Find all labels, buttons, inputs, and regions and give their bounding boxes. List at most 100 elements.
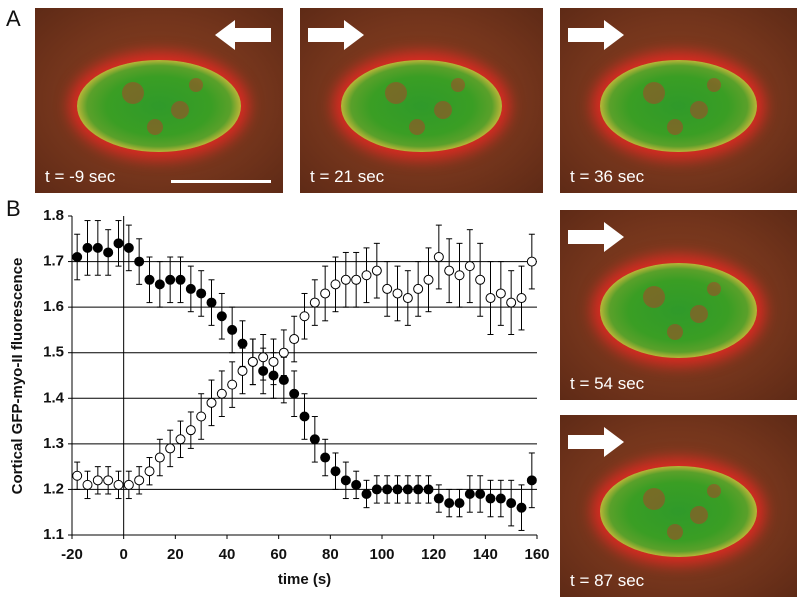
cell-texture bbox=[690, 100, 709, 119]
data-point bbox=[289, 388, 300, 399]
y-tick-label: 1.5 bbox=[43, 344, 64, 361]
data-point bbox=[371, 484, 382, 495]
data-point bbox=[237, 338, 248, 349]
time-caption: t = 54 sec bbox=[570, 374, 645, 393]
cell-texture bbox=[666, 324, 683, 340]
cell-texture bbox=[188, 78, 203, 93]
data-point bbox=[268, 370, 279, 381]
data-point bbox=[526, 475, 537, 486]
data-point bbox=[72, 470, 83, 481]
micrograph: t = 54 sec bbox=[560, 210, 797, 400]
data-point bbox=[423, 484, 434, 495]
cell-texture bbox=[706, 282, 721, 297]
x-tick-label: 140 bbox=[473, 546, 498, 563]
x-tick-label: 100 bbox=[369, 546, 394, 563]
data-point bbox=[175, 274, 186, 285]
data-point bbox=[361, 488, 372, 499]
y-tick-label: 1.8 bbox=[43, 207, 64, 224]
cell bbox=[600, 263, 757, 359]
data-point bbox=[506, 297, 517, 308]
y-tick-label: 1.1 bbox=[43, 526, 64, 543]
x-tick-label: 40 bbox=[219, 546, 236, 563]
data-point bbox=[475, 488, 486, 499]
data-point bbox=[134, 475, 145, 486]
data-point bbox=[123, 242, 134, 253]
cell-texture bbox=[121, 82, 144, 104]
data-point bbox=[144, 466, 155, 477]
data-point bbox=[309, 297, 320, 308]
data-point bbox=[340, 274, 351, 285]
data-point bbox=[278, 375, 289, 386]
chart: time (s) Cortical GFP-myo-II fluorescenc… bbox=[9, 207, 550, 588]
cell-texture bbox=[450, 78, 465, 93]
data-point bbox=[526, 256, 537, 267]
data-point bbox=[361, 270, 372, 281]
data-point bbox=[82, 242, 93, 253]
cell-texture bbox=[690, 506, 709, 524]
data-point bbox=[185, 425, 196, 436]
data-point bbox=[258, 352, 269, 363]
data-point bbox=[320, 288, 331, 299]
data-point bbox=[392, 288, 403, 299]
data-point bbox=[216, 311, 227, 322]
cell bbox=[600, 465, 757, 557]
cell-texture bbox=[706, 484, 721, 499]
data-point bbox=[72, 252, 83, 263]
data-point bbox=[175, 434, 186, 445]
data-point bbox=[495, 288, 506, 299]
panel-label: B bbox=[6, 196, 21, 221]
micrograph: t = -9 sec bbox=[35, 8, 283, 193]
data-point bbox=[330, 466, 341, 477]
data-point bbox=[258, 365, 269, 376]
time-caption: t = -9 sec bbox=[45, 167, 116, 186]
data-point bbox=[289, 334, 300, 345]
data-point bbox=[113, 238, 124, 249]
cell bbox=[600, 59, 757, 153]
x-tick-label: 20 bbox=[167, 546, 184, 563]
data-point bbox=[475, 274, 486, 285]
cell-texture bbox=[171, 100, 190, 119]
data-point bbox=[433, 252, 444, 263]
direction-arrow bbox=[568, 427, 624, 457]
time-caption: t = 87 sec bbox=[570, 571, 645, 590]
scale-bar bbox=[171, 180, 271, 183]
x-tick-label: 160 bbox=[524, 546, 549, 563]
time-caption: t = 21 sec bbox=[310, 167, 385, 186]
cell-texture bbox=[146, 119, 163, 135]
data-point bbox=[154, 279, 165, 290]
data-point bbox=[485, 293, 496, 304]
data-point bbox=[247, 356, 258, 367]
cell-texture bbox=[706, 78, 721, 93]
data-point bbox=[516, 293, 527, 304]
direction-arrow bbox=[215, 20, 271, 50]
data-point bbox=[237, 365, 248, 376]
cell-texture bbox=[690, 305, 709, 323]
data-point bbox=[227, 379, 238, 390]
cell-texture bbox=[642, 286, 665, 308]
data-point bbox=[516, 502, 527, 513]
data-point bbox=[113, 479, 124, 490]
y-axis-title: Cortical GFP-myo-II fluorescence bbox=[9, 258, 26, 495]
direction-arrow bbox=[568, 222, 624, 252]
cell-texture bbox=[409, 119, 426, 135]
data-point bbox=[134, 256, 145, 267]
data-point bbox=[402, 293, 413, 304]
cell-texture bbox=[642, 487, 665, 510]
data-point bbox=[433, 493, 444, 504]
data-point bbox=[320, 452, 331, 463]
direction-arrow bbox=[568, 20, 624, 50]
data-point bbox=[382, 283, 393, 294]
data-point bbox=[227, 324, 238, 335]
y-tick-label: 1.4 bbox=[43, 389, 65, 406]
data-point bbox=[454, 498, 465, 509]
time-caption: t = 36 sec bbox=[570, 167, 645, 186]
x-tick-label: 80 bbox=[322, 546, 339, 563]
data-point bbox=[196, 411, 207, 422]
data-point bbox=[216, 388, 227, 399]
data-point bbox=[144, 274, 155, 285]
direction-arrow bbox=[308, 20, 364, 50]
data-point bbox=[464, 261, 475, 272]
y-tick-label: 1.6 bbox=[43, 298, 64, 315]
data-point bbox=[423, 274, 434, 285]
